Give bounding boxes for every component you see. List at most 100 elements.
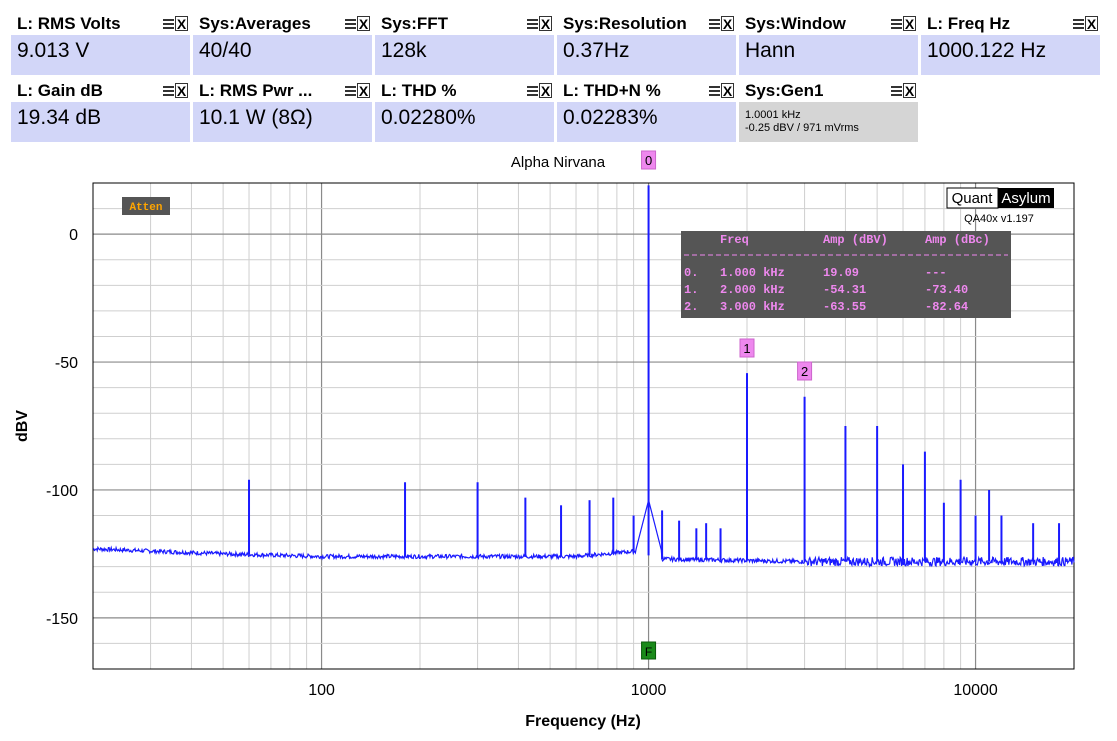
y-axis-label: dBV [14, 410, 31, 442]
x-axis-label: Frequency (Hz) [525, 713, 641, 730]
harmonic-table-cell: 1. [684, 283, 698, 297]
harmonic-table-cell: 2. [684, 300, 698, 314]
close-icon[interactable]: X [357, 83, 370, 99]
tile-value: 0.37Hz [557, 35, 736, 75]
peak-marker-label: 2 [801, 364, 808, 379]
harmonic-table: Freq Amp (dBV) Amp (dBc) 0. 1.000 kHz 19.09 --… [681, 231, 1011, 318]
tile-title: L: THD+N % X [557, 80, 736, 102]
close-icon[interactable]: X [903, 16, 916, 32]
peak-marker-box [739, 338, 755, 358]
measurement-tile[interactable]: L: RMS Volts X 9.013 V [11, 13, 190, 75]
brand-right: Asylum [1001, 190, 1050, 207]
fundamental-marker-box [641, 641, 657, 660]
menu-icon[interactable] [163, 85, 174, 96]
gen-level: -0.25 dBV / 971 mVrms [745, 122, 859, 134]
tile-value: 10.1 W (8Ω) [193, 102, 372, 142]
tile-controls: X [891, 16, 916, 31]
brand-left: Quant [952, 190, 994, 207]
peak-marker-label: 0 [645, 153, 652, 168]
y-tick-labels: 0 -50 -100 -150 [46, 227, 78, 628]
menu-icon[interactable] [1073, 18, 1084, 29]
close-icon[interactable]: X [721, 83, 734, 99]
peak-marker[interactable]: 1 [739, 338, 755, 358]
measurement-tile[interactable]: L: THD+N % X 0.02283% [557, 80, 736, 142]
tile-value: 9.013 V [11, 35, 190, 75]
y-tick-label: -150 [46, 611, 78, 628]
tile-value: 0.02280% [375, 102, 554, 142]
close-icon[interactable]: X [721, 16, 734, 32]
harmonic-table-cell: -82.64 [925, 300, 968, 314]
tile-controls: X [163, 83, 188, 98]
close-icon[interactable]: X [175, 16, 188, 32]
measurement-tile[interactable]: Sys:Averages X 40/40 [193, 13, 372, 75]
menu-icon[interactable] [163, 18, 174, 29]
close-icon[interactable]: X [175, 83, 188, 99]
measurement-tile[interactable]: L: THD % X 0.02280% [375, 80, 554, 142]
brand-logo: Quant Asylum QA40x v1.197 [946, 187, 1054, 225]
tile-title-text: Sys:Resolution [563, 14, 687, 33]
close-icon[interactable]: X [539, 83, 552, 99]
peak-marker-label: 1 [743, 341, 750, 356]
x-tick-label: 1000 [631, 682, 667, 699]
menu-icon[interactable] [891, 85, 902, 96]
tile-title: L: RMS Volts X [11, 13, 190, 35]
close-icon[interactable]: X [903, 83, 916, 99]
menu-icon[interactable] [527, 85, 538, 96]
tile-title: L: THD % X [375, 80, 554, 102]
tile-controls: X [709, 83, 734, 98]
peak-markers: 0 1 2 F [641, 150, 813, 660]
measurement-tile[interactable]: Sys:Resolution X 0.37Hz [557, 13, 736, 75]
gen-frequency: 1.0001 kHz [745, 109, 801, 121]
tile-title-text: L: THD+N % [563, 81, 661, 100]
measurement-tile[interactable]: Sys:Window X Hann [739, 13, 918, 75]
close-icon[interactable]: X [539, 16, 552, 32]
measurement-tile[interactable]: L: RMS Pwr ... X 10.1 W (8Ω) [193, 80, 372, 142]
measurement-tile[interactable]: Sys:FFT X 128k [375, 13, 554, 75]
y-tick-label: -100 [46, 483, 78, 500]
tile-controls: X [527, 83, 552, 98]
y-tick-label: -50 [55, 355, 78, 372]
x-tick-labels: 100 1000 10000 [308, 682, 998, 699]
menu-icon[interactable] [527, 18, 538, 29]
harmonic-table-cell: -54.31 [823, 283, 866, 297]
harmonic-table-cell: -73.40 [925, 283, 968, 297]
plot-frame [92, 182, 1075, 670]
tile-title: Sys:Window X [739, 13, 918, 35]
menu-icon[interactable] [709, 85, 720, 96]
harmonic-table-cell: -63.55 [823, 300, 866, 314]
peak-marker[interactable]: 2 [797, 361, 813, 381]
harmonic-table-header: Amp (dBV) [823, 233, 888, 247]
tile-controls: X [527, 16, 552, 31]
spectrum-trace [92, 185, 1075, 569]
atten-label: Atten [129, 202, 162, 214]
harmonic-table-cell: 2.000 kHz [720, 283, 785, 297]
measurement-tile[interactable]: L: Freq Hz X 1000.122 Hz [921, 13, 1100, 75]
tile-title: L: Gain dB X [11, 80, 190, 102]
tile-title-text: Sys:Gen1 [745, 81, 824, 100]
fundamental-marker[interactable]: F [641, 641, 657, 660]
tile-controls: X [709, 16, 734, 31]
tile-title-text: Sys:Averages [199, 14, 311, 33]
tile-title-text: L: Gain dB [17, 81, 103, 100]
menu-icon[interactable] [345, 18, 356, 29]
measurement-tile[interactable]: Sys:Gen1 X 1.0001 kHz -0.25 dBV / 971 mVrms [739, 80, 918, 142]
peak-marker-box [641, 150, 657, 170]
harmonic-table-header: Amp (dBc) [925, 233, 990, 247]
menu-icon[interactable] [709, 18, 720, 29]
tile-title-text: L: RMS Volts [17, 14, 121, 33]
tile-title: Sys:Resolution X [557, 13, 736, 35]
tile-title-text: Sys:Window [745, 14, 846, 33]
tile-controls: X [891, 83, 916, 98]
chart-title: Alpha Nirvana [511, 154, 606, 171]
close-icon[interactable]: X [357, 16, 370, 32]
measurement-tile[interactable]: L: Gain dB X 19.34 dB [11, 80, 190, 142]
menu-icon[interactable] [891, 18, 902, 29]
x-tick-label: 10000 [953, 682, 998, 699]
close-icon[interactable]: X [1085, 16, 1098, 32]
menu-icon[interactable] [345, 85, 356, 96]
peak-marker[interactable]: 0 [641, 150, 657, 170]
tile-title: Sys:FFT X [375, 13, 554, 35]
tile-title-text: Sys:FFT [381, 14, 449, 33]
peak-marker-box [797, 361, 813, 381]
